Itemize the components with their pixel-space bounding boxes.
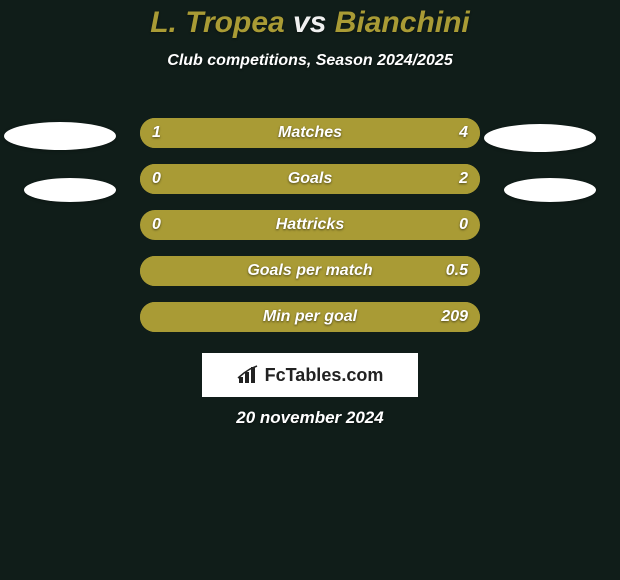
stat-label: Min per goal <box>140 302 480 332</box>
player-left-name: L. Tropea <box>150 6 284 39</box>
stat-right-value: 209 <box>441 302 468 332</box>
stat-label: Hattricks <box>140 210 480 240</box>
stat-left-value: 0 <box>152 210 161 240</box>
stat-left-value: 1 <box>152 118 161 148</box>
stat-row: Goals per match0.5 <box>0 256 620 286</box>
player-right-name: Bianchini <box>335 6 470 39</box>
bar-chart-icon <box>237 365 261 385</box>
vs-text: vs <box>285 6 335 39</box>
comparison-chart: Matches14Goals02Hattricks00Goals per mat… <box>0 118 620 348</box>
fctables-logo[interactable]: FcTables.com <box>202 353 418 397</box>
team-logo-placeholder <box>4 122 116 150</box>
logo-text: FcTables.com <box>265 365 384 386</box>
stat-row: Min per goal209 <box>0 302 620 332</box>
stat-right-value: 0 <box>459 210 468 240</box>
stat-right-value: 2 <box>459 164 468 194</box>
stat-row: Hattricks0 0 <box>0 210 620 240</box>
subtitle: Club competitions, Season 2024/2025 <box>0 40 620 70</box>
stat-right-value: 0.5 <box>446 256 468 286</box>
team-logo-placeholder <box>24 178 116 202</box>
team-logo-placeholder <box>504 178 596 202</box>
stat-label: Goals <box>140 164 480 194</box>
date-text: 20 november 2024 <box>0 408 620 428</box>
team-logo-placeholder <box>484 124 596 152</box>
stat-label: Goals per match <box>140 256 480 286</box>
stat-label: Matches <box>140 118 480 148</box>
stat-left-value: 0 <box>152 164 161 194</box>
comparison-title: L. Tropea vs Bianchini <box>0 0 620 40</box>
stat-right-value: 4 <box>459 118 468 148</box>
